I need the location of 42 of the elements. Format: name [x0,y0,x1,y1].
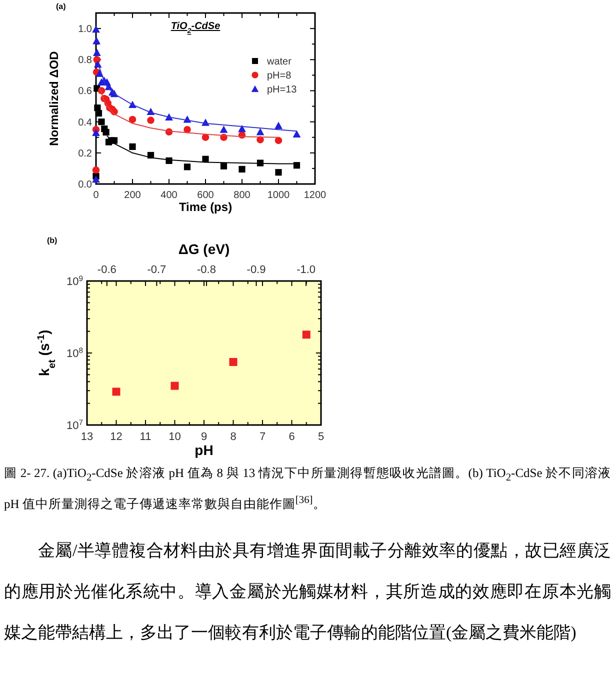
x-tick-label: 11 [140,431,152,443]
x-axis-title: pH [194,442,214,458]
legend-label: pH=8 [267,70,292,82]
y-tick-label: 10$^{7}$ [66,417,83,432]
x2-axis-title: ΔG (eV) [178,241,230,257]
text: (a) [56,2,66,11]
x-tick-label: 200 [124,190,142,201]
legend-label: water [266,56,292,68]
x2-tick-label: -0.7 [147,264,166,276]
x2-tick-label: -0.8 [197,264,216,276]
x-tick-label: 1000 [267,190,290,201]
x-tick-label: 5 [318,431,324,443]
x-tick-label: 9 [200,431,208,443]
y-tick-label: 0.4 [78,117,92,128]
legend-label: pH=13 [267,84,298,96]
y-tick-label: 0.6 [78,86,92,98]
x-tick-label: 1200 [304,190,327,201]
text: 金屬/半導體複合材料由於具有增進界面間載子分離效率的優點，故已經廣泛的應用於光催化系統中。導入金屬於光觸媒材料，其所造成的效應即在原本光觸媒之能帶結構上，多出了一個較有利於電子傳輸的能階位置(金屬之費米能階) [4,541,611,642]
x-tick-label: 600 [197,190,214,201]
text: 圖 2- 27. (a)TiO$_{2}$-CdSe 於溶液 pH 值為 8 與 13 情況下中所量測得暫態吸收光譜圖。(b) TiO$_{2}$-CdSe 於不同溶液 pH 值中所量測得之電子傳遞速率常數與自由能作圖$^{[36]}$。 [4,466,612,511]
x-tick-label: 6 [288,431,295,443]
x-tick-label: 10 [168,431,181,443]
x2-tick-label: -1.0 [296,264,316,276]
x-tick-label: 400 [160,190,178,201]
x-tick-label: 12 [110,431,122,443]
y-tick-label: 0.8 [78,55,92,66]
y-tick-label: 1.0 [78,24,92,36]
text: TiO$_{2}$-CdSe [170,21,221,34]
y-axis-title: Normalized ΔOD [47,50,61,146]
y-tick-label: 10$^{9}$ [66,273,83,288]
x-tick-label: 13 [80,431,94,443]
y-tick-label: 0.2 [78,148,92,160]
x2-tick-label: -0.6 [97,264,116,276]
x-tick-label: 7 [259,431,266,443]
x-tick-label: 800 [234,190,251,201]
y-tick-label: 0.0 [78,180,92,190]
x-axis-title: Time (ps) [178,200,232,214]
x2-tick-label: -0.9 [246,264,266,276]
text: (b) [47,236,58,245]
y-tick-label: 10$^{8}$ [66,345,83,360]
x-tick-label: 8 [230,431,236,443]
x-tick-label: 0 [93,190,100,201]
